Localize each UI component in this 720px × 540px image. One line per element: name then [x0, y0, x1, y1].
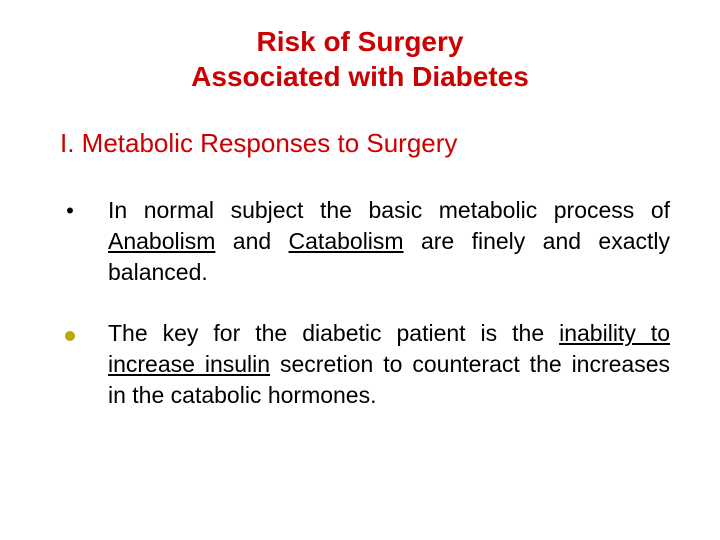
- text-run: and: [215, 228, 288, 254]
- underlined-term: Catabolism: [289, 228, 404, 254]
- title-line-2: Associated with Diabetes: [191, 61, 529, 92]
- bullet-item: The key for the diabetic patient is the …: [50, 318, 670, 411]
- slide-subtitle: I. Metabolic Responses to Surgery: [60, 128, 670, 159]
- text-run: In normal subject the basic metabolic pr…: [108, 197, 670, 223]
- title-line-1: Risk of Surgery: [257, 26, 464, 57]
- text-run: The key for the diabetic patient is the: [108, 320, 559, 346]
- bullet-item: In normal subject the basic metabolic pr…: [50, 195, 670, 288]
- bullet-text: The key for the diabetic patient is the …: [108, 320, 670, 408]
- slide-title: Risk of Surgery Associated with Diabetes: [50, 24, 670, 94]
- slide: Risk of Surgery Associated with Diabetes…: [0, 0, 720, 540]
- bullet-dot-icon: [50, 195, 90, 226]
- underlined-term: Anabolism: [108, 228, 215, 254]
- bullet-text: In normal subject the basic metabolic pr…: [108, 197, 670, 285]
- bullet-list: In normal subject the basic metabolic pr…: [50, 195, 670, 411]
- bullet-disc-icon: [50, 318, 90, 349]
